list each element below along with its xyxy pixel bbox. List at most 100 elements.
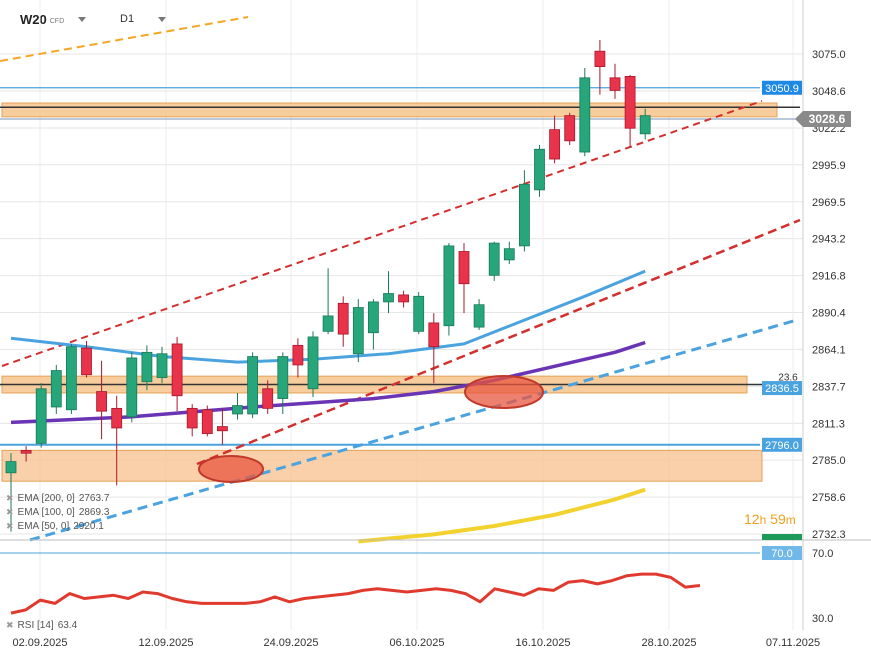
ema-50-settings-icon[interactable]: ✖ — [6, 521, 14, 531]
candle-body — [96, 391, 107, 412]
upper-channel-line — [0, 16, 249, 62]
rsi-70-tag — [762, 546, 802, 560]
y-tick-label: 2732.3 — [812, 529, 846, 541]
candle-body — [111, 407, 123, 429]
candle-body — [307, 336, 319, 390]
ema-100-label: EMA [100, 0] — [17, 507, 75, 518]
candle-body — [534, 148, 545, 191]
candle-body — [579, 77, 591, 153]
candle-body — [292, 344, 304, 366]
candle-body — [5, 461, 17, 474]
candle-body — [322, 315, 334, 332]
ema-100-line — [10, 340, 646, 425]
price-tag-label: 2796.0 — [765, 440, 799, 452]
candle-body — [594, 50, 606, 68]
y-tick-label: 2995.9 — [812, 160, 846, 172]
fib-level-label: 23.6 — [778, 372, 798, 383]
candle-body — [428, 322, 440, 348]
highlight-ellipse-fib — [464, 375, 544, 409]
ema-200-label: EMA [200, 0] — [17, 493, 75, 504]
candle-body — [81, 347, 92, 376]
candle-body — [549, 129, 560, 160]
candle-body — [247, 356, 259, 415]
y-tick-label: 3075.0 — [812, 49, 846, 61]
ema-200-legend[interactable]: ✖ EMA [200, 0] 2763.7 — [6, 493, 109, 504]
candle-body — [488, 242, 500, 276]
mid-channel-line — [1, 100, 763, 367]
candle-body — [216, 426, 228, 432]
x-tick-label: 07.11.2025 — [766, 637, 820, 649]
candle-body — [443, 245, 455, 327]
rsi-settings-icon[interactable]: ✖ — [6, 620, 14, 630]
blue-support-trendline — [29, 318, 798, 542]
candle-countdown: 12h 59m — [744, 511, 796, 527]
ema-100-settings-icon[interactable]: ✖ — [6, 507, 14, 517]
ema-200-value: 2763.7 — [78, 493, 110, 504]
candle-body — [413, 295, 425, 332]
x-tick-label: 06.10.2025 — [389, 637, 444, 649]
highlight-ellipse-support — [198, 455, 264, 483]
rsi-legend[interactable]: ✖ RSI [14] 63.4 — [6, 620, 77, 631]
resistance-zone — [1, 102, 778, 118]
x-tick-label: 16.10.2025 — [515, 637, 570, 649]
candle-body — [503, 248, 515, 261]
x-tick-label: 12.09.2025 — [138, 637, 193, 649]
instrument-type-label: CFD — [49, 17, 65, 25]
y-tick-label: 2837.7 — [812, 381, 846, 393]
rsi-70-tag-label: 70.0 — [771, 548, 792, 560]
candle-body — [141, 351, 153, 383]
candle-body — [20, 449, 32, 454]
candle-body — [35, 388, 47, 444]
x-tick-label: 28.10.2025 — [641, 637, 696, 649]
ema-50-label: EMA [50, 0] — [17, 521, 70, 532]
candle-body — [398, 294, 410, 303]
candle-body — [277, 356, 289, 399]
rsi-axis-label: 70.0 — [812, 548, 833, 560]
y-tick-label: 2758.6 — [812, 492, 846, 504]
candle-body — [624, 76, 636, 129]
candle-body — [519, 183, 530, 247]
ema-200-price-tag — [762, 534, 802, 540]
y-tick-label: 2943.2 — [812, 234, 846, 246]
ema-50-line — [10, 269, 646, 364]
ema-200-line — [358, 487, 646, 544]
y-tick-label: 3048.6 — [812, 86, 846, 98]
countdown-minutes: 59 — [770, 511, 786, 527]
ema-50-value: 2920.1 — [73, 521, 104, 532]
countdown-minutes-unit: m — [785, 513, 796, 527]
rsi-value: 63.4 — [57, 620, 78, 631]
countdown-hours-unit: h — [759, 513, 767, 527]
ema-200-settings-icon[interactable]: ✖ — [6, 493, 14, 503]
candle-body — [66, 346, 77, 411]
ema-100-value: 2869.3 — [78, 507, 110, 518]
countdown-hours: 12 — [744, 511, 760, 527]
candle-body — [186, 407, 198, 429]
candle-body — [337, 302, 349, 335]
x-tick-label: 02.09.2025 — [12, 637, 67, 649]
price-tag — [762, 437, 802, 452]
y-tick-label: 2864.1 — [812, 344, 846, 356]
rsi-line — [10, 572, 701, 615]
candle-body — [156, 353, 168, 378]
y-tick-label: 2890.4 — [812, 308, 846, 320]
price-tag — [762, 80, 802, 95]
candle-body — [473, 304, 485, 328]
support-zone — [1, 449, 763, 482]
ema-50-legend[interactable]: ✖ EMA [50, 0] 2920.1 — [6, 521, 104, 532]
price-tag — [762, 381, 802, 396]
candle-body — [262, 388, 274, 409]
candle-body — [609, 77, 621, 91]
lower-red-channel-line — [196, 218, 801, 466]
y-tick-label: 2811.3 — [812, 418, 845, 430]
y-tick-label: 2969.5 — [812, 197, 846, 209]
candle-body — [232, 405, 243, 415]
candle-body — [367, 301, 379, 334]
candle-body — [564, 115, 576, 142]
symbol-dropdown-icon[interactable] — [78, 16, 87, 22]
candle-body — [50, 370, 62, 408]
ema-100-legend[interactable]: ✖ EMA [100, 0] 2869.3 — [6, 507, 109, 518]
price-tag-label: 2836.5 — [765, 383, 799, 395]
timeframe-dropdown-icon[interactable] — [158, 16, 167, 22]
candle-body — [458, 251, 470, 285]
